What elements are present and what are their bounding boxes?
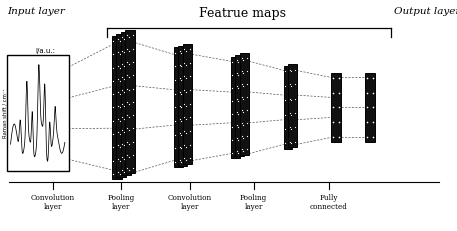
Text: Output layer: Output layer — [394, 7, 457, 16]
Bar — [284, 66, 292, 149]
Text: Pooling
layer: Pooling layer — [107, 194, 135, 211]
Bar — [178, 46, 187, 166]
Bar — [121, 32, 131, 175]
Bar — [231, 57, 240, 158]
Bar — [125, 30, 135, 173]
Bar — [240, 53, 249, 155]
Text: Convolution
layer: Convolution layer — [168, 194, 212, 211]
Text: Input layer: Input layer — [8, 7, 65, 16]
Bar — [174, 47, 183, 167]
Bar — [235, 55, 244, 156]
Text: I/a.u.:: I/a.u.: — [35, 48, 55, 54]
Bar — [112, 36, 122, 179]
Bar — [7, 55, 69, 171]
Text: Convolution
layer: Convolution layer — [31, 194, 74, 211]
Bar — [365, 73, 375, 142]
Bar — [331, 73, 341, 142]
Bar — [288, 64, 297, 147]
Text: Pooling
layer: Pooling layer — [240, 194, 267, 211]
Bar — [183, 44, 192, 164]
Bar — [116, 34, 126, 177]
Text: Fully
connected: Fully connected — [310, 194, 348, 211]
Text: Raman shift / cm⁻¹: Raman shift / cm⁻¹ — [2, 88, 7, 138]
Text: Featrue maps: Featrue maps — [199, 7, 286, 20]
